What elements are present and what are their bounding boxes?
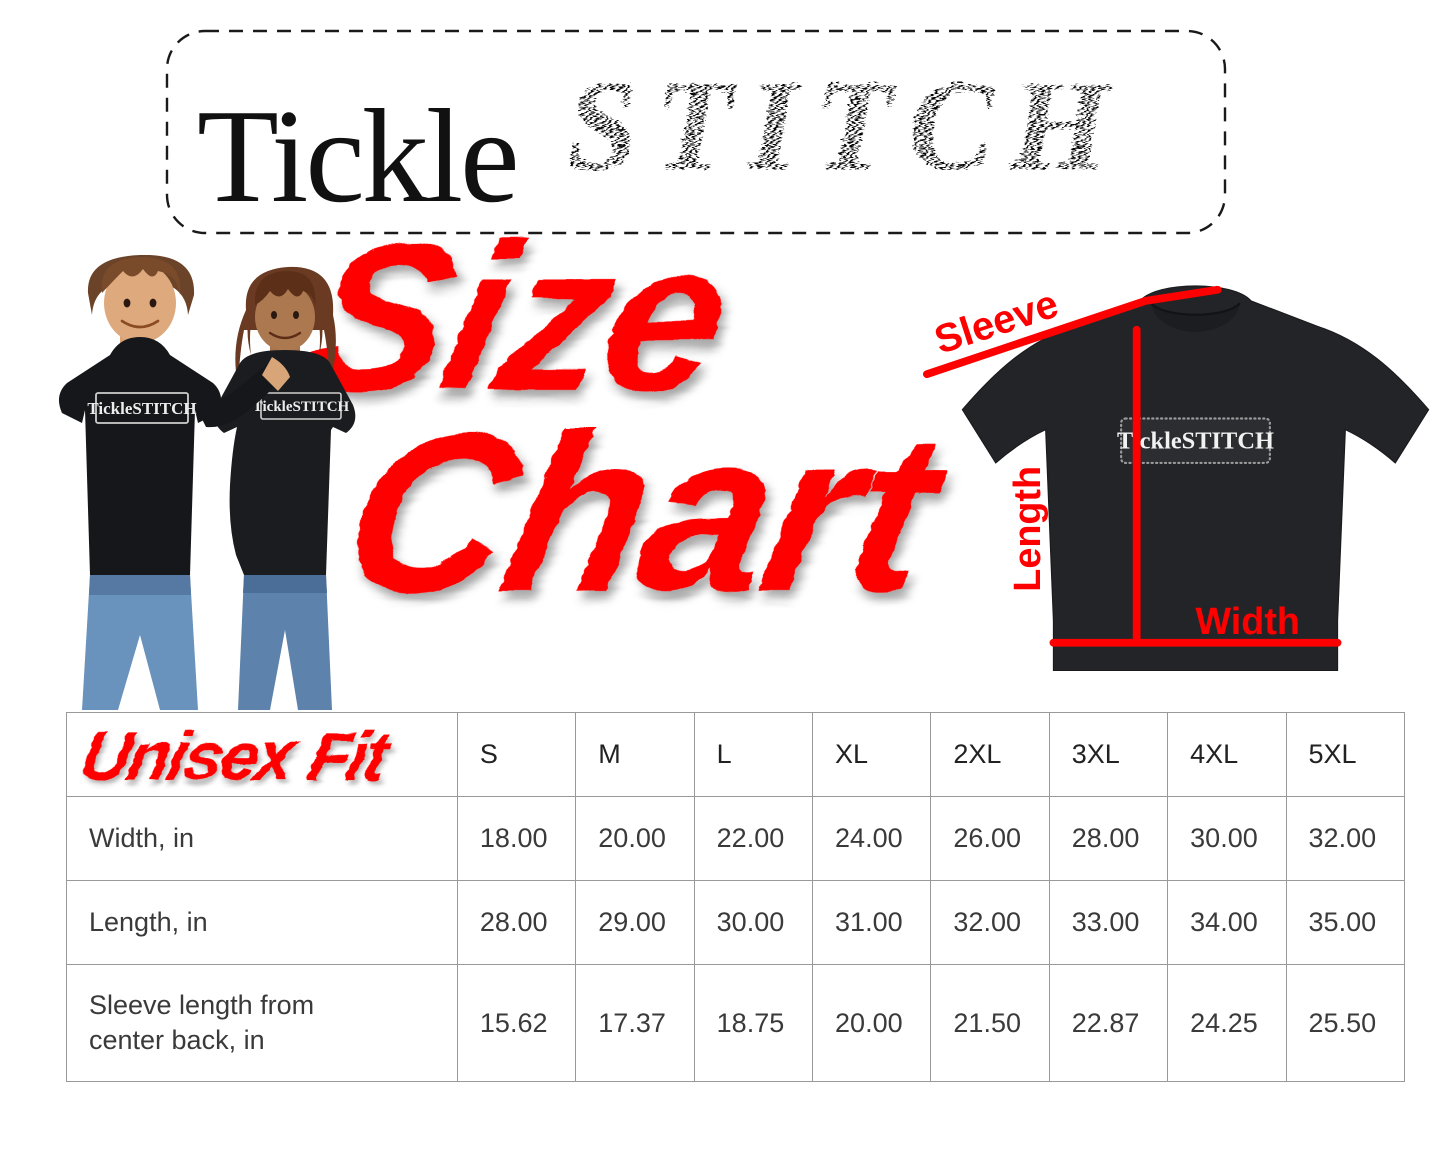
svg-text:Width: Width (1196, 600, 1300, 642)
svg-text:TickleSTITCH: TickleSTITCH (253, 399, 350, 415)
svg-text:STITCH: STITCH (565, 53, 1123, 195)
svg-text:Length: Length (1006, 466, 1048, 592)
svg-text:TickleSTITCH: TickleSTITCH (87, 399, 196, 418)
